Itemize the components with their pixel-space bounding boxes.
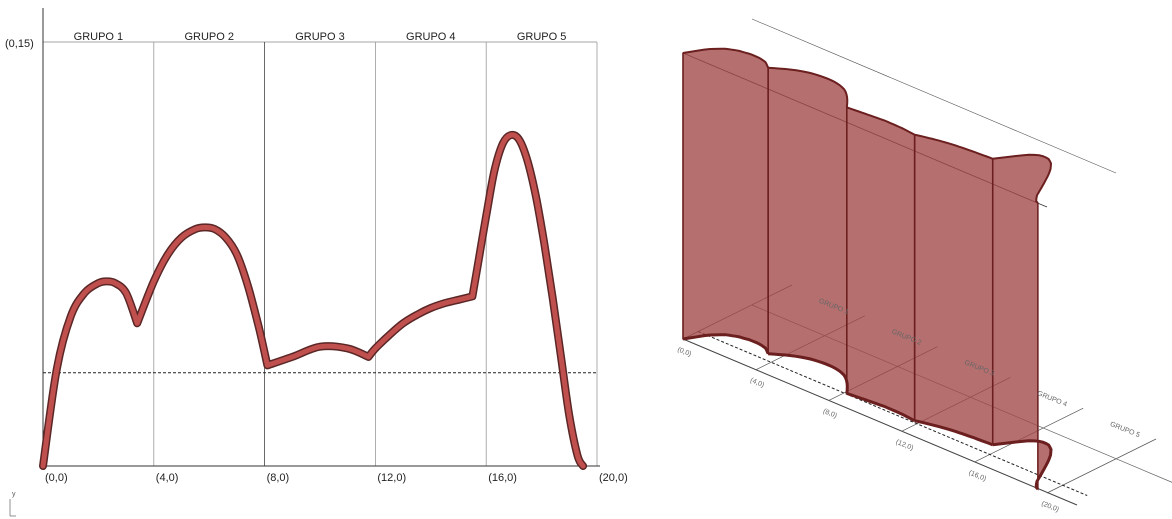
wall-group-2-top-edge (768, 66, 849, 108)
group-label: GRUPO 4 (406, 31, 456, 43)
floor-baseline (682, 338, 1078, 506)
y-axis-letter: y (12, 491, 16, 498)
curve-outline (39, 130, 588, 470)
y-max-label: (0,15) (5, 38, 34, 50)
axis-corner-glyph: y (9, 491, 16, 517)
wall-group-1-floor-edge (682, 333, 770, 355)
wall-group-5-floor-edge (992, 439, 1053, 491)
group-labels-2d: GRUPO 1 GRUPO 2 GRUPO 3 GRUPO 4 GRUPO 5 (74, 31, 567, 43)
wall-group-3 (846, 106, 916, 422)
walls-3d (682, 47, 1053, 491)
x-tick-label: (16,0) (488, 472, 517, 484)
floor-depth-line (1046, 438, 1157, 494)
wall-group-5-top-edge (992, 153, 1053, 204)
curve-line (40, 132, 586, 469)
chart-3d: (0,0)(4,0)(8,0)(12,0)(16,0)(20,0)GRUPO 1… (676, 18, 1172, 514)
x-tick-label-3d: (8,0) (822, 408, 838, 420)
x-tick-label: (8,0) (267, 472, 290, 484)
wall-group-4-floor-edge (914, 419, 994, 447)
wall-group-1 (682, 48, 769, 354)
x-tick-label-3d: (12,0) (895, 439, 915, 452)
x-tick-label-3d: (16,0) (967, 470, 987, 483)
x-tick-label-3d: (0,0) (676, 346, 692, 358)
x-tick-label: (0,0) (45, 472, 68, 484)
x-tick-label: (20,0) (599, 472, 628, 484)
wall-group-2 (767, 67, 848, 394)
wall-group-3-floor-edge (846, 391, 916, 423)
group-label-3d: GRUPO 4 (1036, 390, 1068, 408)
group-label-3d: GRUPO 5 (1109, 421, 1141, 439)
x-tick-labels-2d: (0,0) (4,0) (8,0) (12,0) (16,0) (20,0) (45, 472, 628, 484)
floor-reference-line (697, 331, 1088, 496)
chart-2d: GRUPO 1 GRUPO 2 GRUPO 3 GRUPO 4 GRUPO 5 (0,0… (5, 8, 628, 517)
ceiling-back-line (751, 18, 1117, 174)
wall-group-1-top-edge (682, 47, 770, 69)
x-tick-label-3d: (4,0) (749, 377, 765, 389)
group-label: GRUPO 2 (184, 31, 234, 43)
group-label: GRUPO 3 (295, 31, 345, 43)
wall-group-4 (914, 133, 994, 446)
chart-2d-gridlines (43, 41, 598, 466)
wall-group-3-top-edge (846, 106, 916, 136)
wall-group-4-top-edge (914, 133, 994, 160)
group-label: GRUPO 5 (517, 31, 567, 43)
x-tick-label: (4,0) (156, 472, 179, 484)
curve-2d (39, 130, 588, 470)
x-tick-label: (12,0) (377, 472, 406, 484)
x-tick-label-3d: (20,0) (1040, 500, 1060, 513)
group-label: GRUPO 1 (74, 31, 124, 43)
